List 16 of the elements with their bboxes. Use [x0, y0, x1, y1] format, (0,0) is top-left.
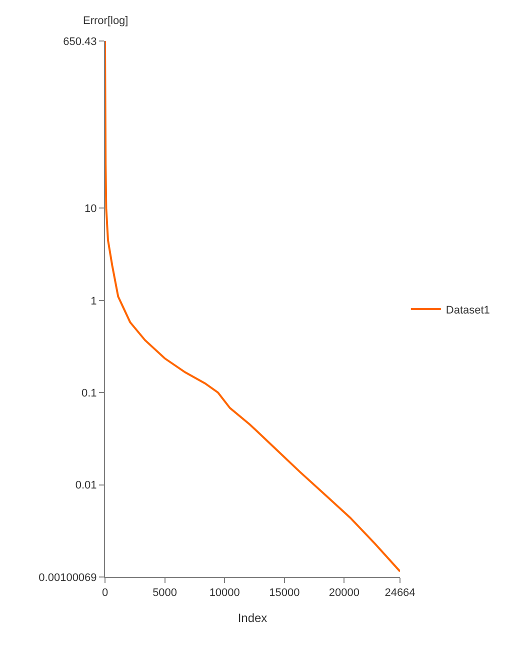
y-tick-label: 650.43 — [63, 36, 97, 48]
y-tick-label: 0.01 — [75, 480, 97, 492]
line-series — [105, 41, 400, 572]
x-axis-title: Index — [238, 611, 268, 626]
legend-label: Dataset1 — [446, 304, 490, 316]
y-axis-title: Error[log] — [83, 15, 128, 27]
y-tick-label: 0.1 — [82, 387, 97, 400]
x-tick-label: 24664 — [384, 587, 416, 600]
x-tick-label: 5000 — [152, 587, 178, 600]
y-tick-label: 0.00100069 — [38, 572, 97, 584]
x-tick-label: 10000 — [209, 587, 240, 600]
y-tick-label: 1 — [90, 295, 97, 308]
x-tick-label: 15000 — [269, 587, 300, 600]
x-tick-label: 20000 — [328, 587, 360, 600]
y-tick-label: 10 — [84, 203, 97, 216]
x-tick-label: 0 — [102, 587, 108, 600]
